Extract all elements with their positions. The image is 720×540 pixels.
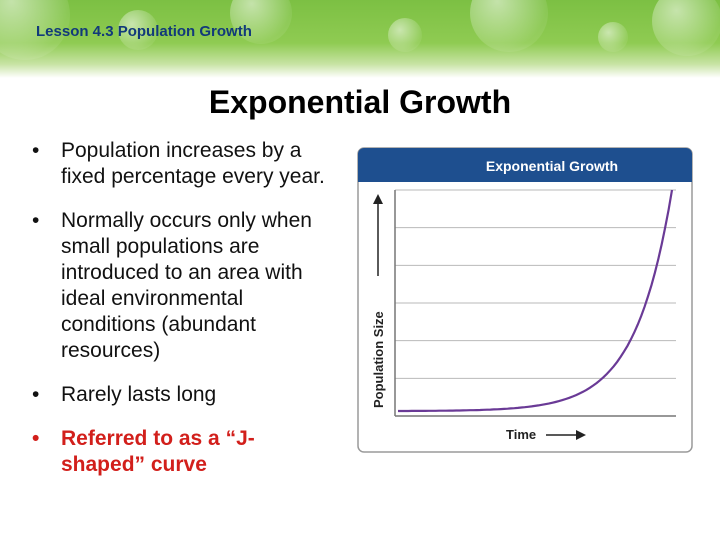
x-axis-arrow-icon	[576, 430, 586, 440]
chart-grid	[395, 189, 676, 379]
bullet-text: Population increases by a fixed percenta…	[61, 139, 325, 188]
bullet-dot: •	[32, 427, 40, 450]
bullet-list: • Population increases by a fixed percen…	[32, 138, 337, 496]
bullet-text: Normally occurs only when small populati…	[61, 209, 312, 362]
bullet-dot: •	[32, 209, 40, 232]
x-axis-label: Time	[506, 427, 536, 442]
chart-title: Exponential Growth	[486, 158, 618, 174]
lesson-header: Lesson 4.3 Population Growth	[36, 23, 252, 40]
y-axis-arrow-icon	[373, 194, 383, 204]
slide-title: Exponential Growth	[208, 84, 512, 120]
exponential-curve	[398, 189, 674, 413]
y-axis-label: Population Size	[371, 311, 386, 408]
bullet-item-highlight: • Referred to as a “J-shaped” curve	[32, 426, 337, 478]
bullet-text: Rarely lasts long	[61, 383, 217, 406]
header-banner: Lesson 4.3 Population Growth	[0, 0, 720, 78]
bullet-item: • Population increases by a fixed percen…	[32, 138, 337, 190]
bullet-item: • Normally occurs only when small popula…	[32, 208, 337, 364]
bullet-dot: •	[32, 383, 40, 406]
bullet-text: Referred to as a “J-shaped” curve	[61, 427, 255, 476]
chart-header-bar	[358, 148, 692, 182]
exponential-growth-chart: Exponential Growth Population Size Time	[357, 147, 693, 453]
bullet-dot: •	[32, 139, 40, 162]
bullet-item: • Rarely lasts long	[32, 382, 337, 408]
